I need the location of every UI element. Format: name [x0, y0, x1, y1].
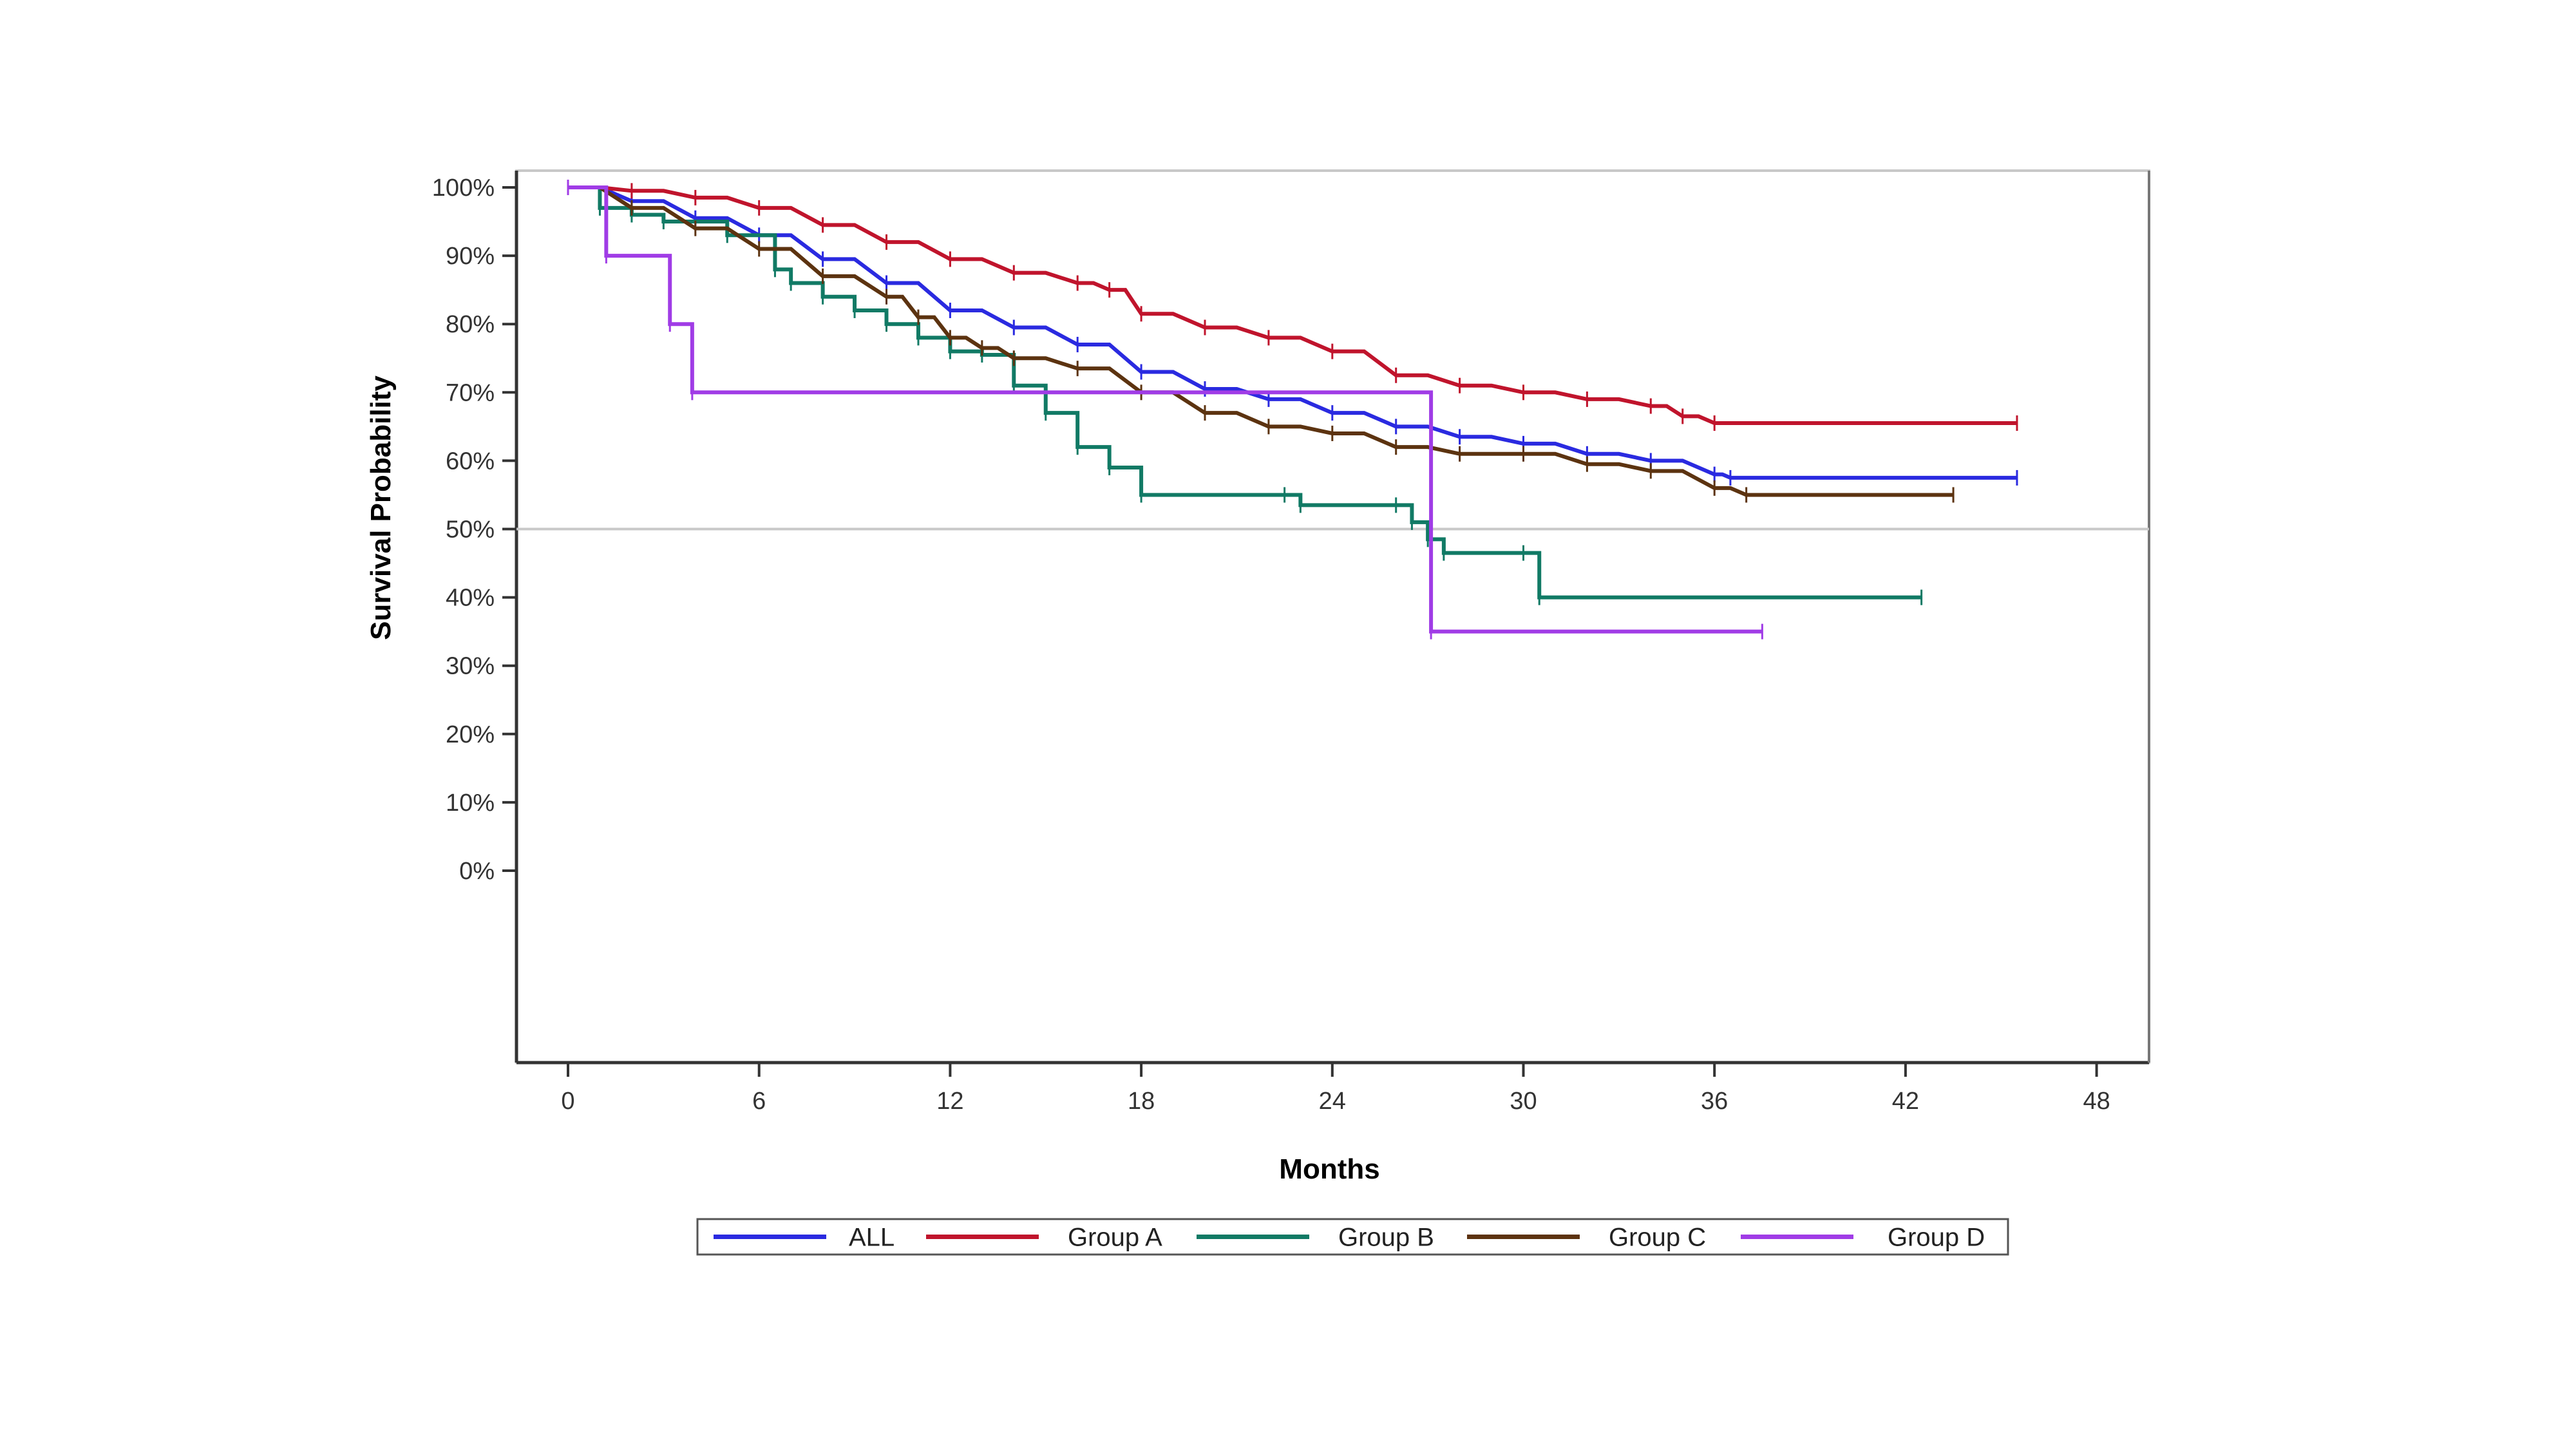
y-tick-label: 100% — [432, 175, 495, 202]
y-tick-label: 90% — [446, 243, 495, 270]
x-axis: 0 6 12 18 24 30 36 42 48 — [561, 1063, 2110, 1115]
legend-label-group-a: Group A — [1068, 1224, 1162, 1252]
y-axis: 0% 10% 20% 30% 40% 50% 60% 70% 80% 90% 100% — [432, 175, 516, 885]
legend-item-group-c: Group C — [1467, 1224, 1706, 1252]
series-group-d — [567, 180, 1763, 639]
x-tick-label: 42 — [1892, 1088, 1919, 1115]
x-tick-label: 24 — [1319, 1088, 1346, 1115]
y-axis-title: Survival Probability — [365, 375, 397, 640]
x-tick-label: 18 — [1128, 1088, 1155, 1115]
series-group — [567, 180, 2018, 639]
legend-item-group-a: Group A — [926, 1224, 1162, 1252]
line-group-a — [568, 185, 2017, 426]
line-group-d — [568, 185, 1763, 634]
plot-frame — [515, 169, 2150, 1065]
line-all — [568, 185, 2017, 480]
y-tick-label: 50% — [446, 516, 495, 544]
y-tick-label: 10% — [446, 790, 495, 817]
x-tick-label: 12 — [936, 1088, 963, 1115]
x-axis-title: Months — [1279, 1153, 1379, 1185]
y-tick-label: 80% — [446, 311, 495, 338]
legend-label-group-d: Group D — [1888, 1224, 1985, 1252]
y-tick-label: 70% — [446, 379, 495, 406]
y-tick-label: 60% — [446, 448, 495, 475]
series-group-c — [567, 180, 1955, 503]
y-tick-label: 20% — [446, 721, 495, 748]
legend: ALL Group A Group B Group C Group D — [696, 1218, 2009, 1256]
legend-label-group-c: Group C — [1609, 1224, 1706, 1252]
x-tick-label: 0 — [561, 1088, 574, 1115]
y-tick-label: 40% — [446, 585, 495, 612]
legend-label-all: ALL — [849, 1224, 895, 1252]
y-tick-label: 30% — [446, 653, 495, 680]
legend-item-group-b: Group B — [1197, 1224, 1434, 1252]
legend-item-group-d: Group D — [1741, 1224, 1985, 1252]
y-tick-label: 0% — [459, 858, 495, 885]
x-tick-label: 36 — [1701, 1088, 1728, 1115]
x-tick-label: 6 — [752, 1088, 766, 1115]
series-all — [567, 180, 2018, 486]
x-tick-label: 30 — [1510, 1088, 1537, 1115]
legend-label-group-b: Group B — [1338, 1224, 1434, 1252]
plot-border — [515, 169, 2150, 1064]
series-group-a — [567, 180, 2018, 431]
legend-item-all: ALL — [714, 1224, 895, 1252]
x-tick-label: 48 — [2083, 1088, 2110, 1115]
